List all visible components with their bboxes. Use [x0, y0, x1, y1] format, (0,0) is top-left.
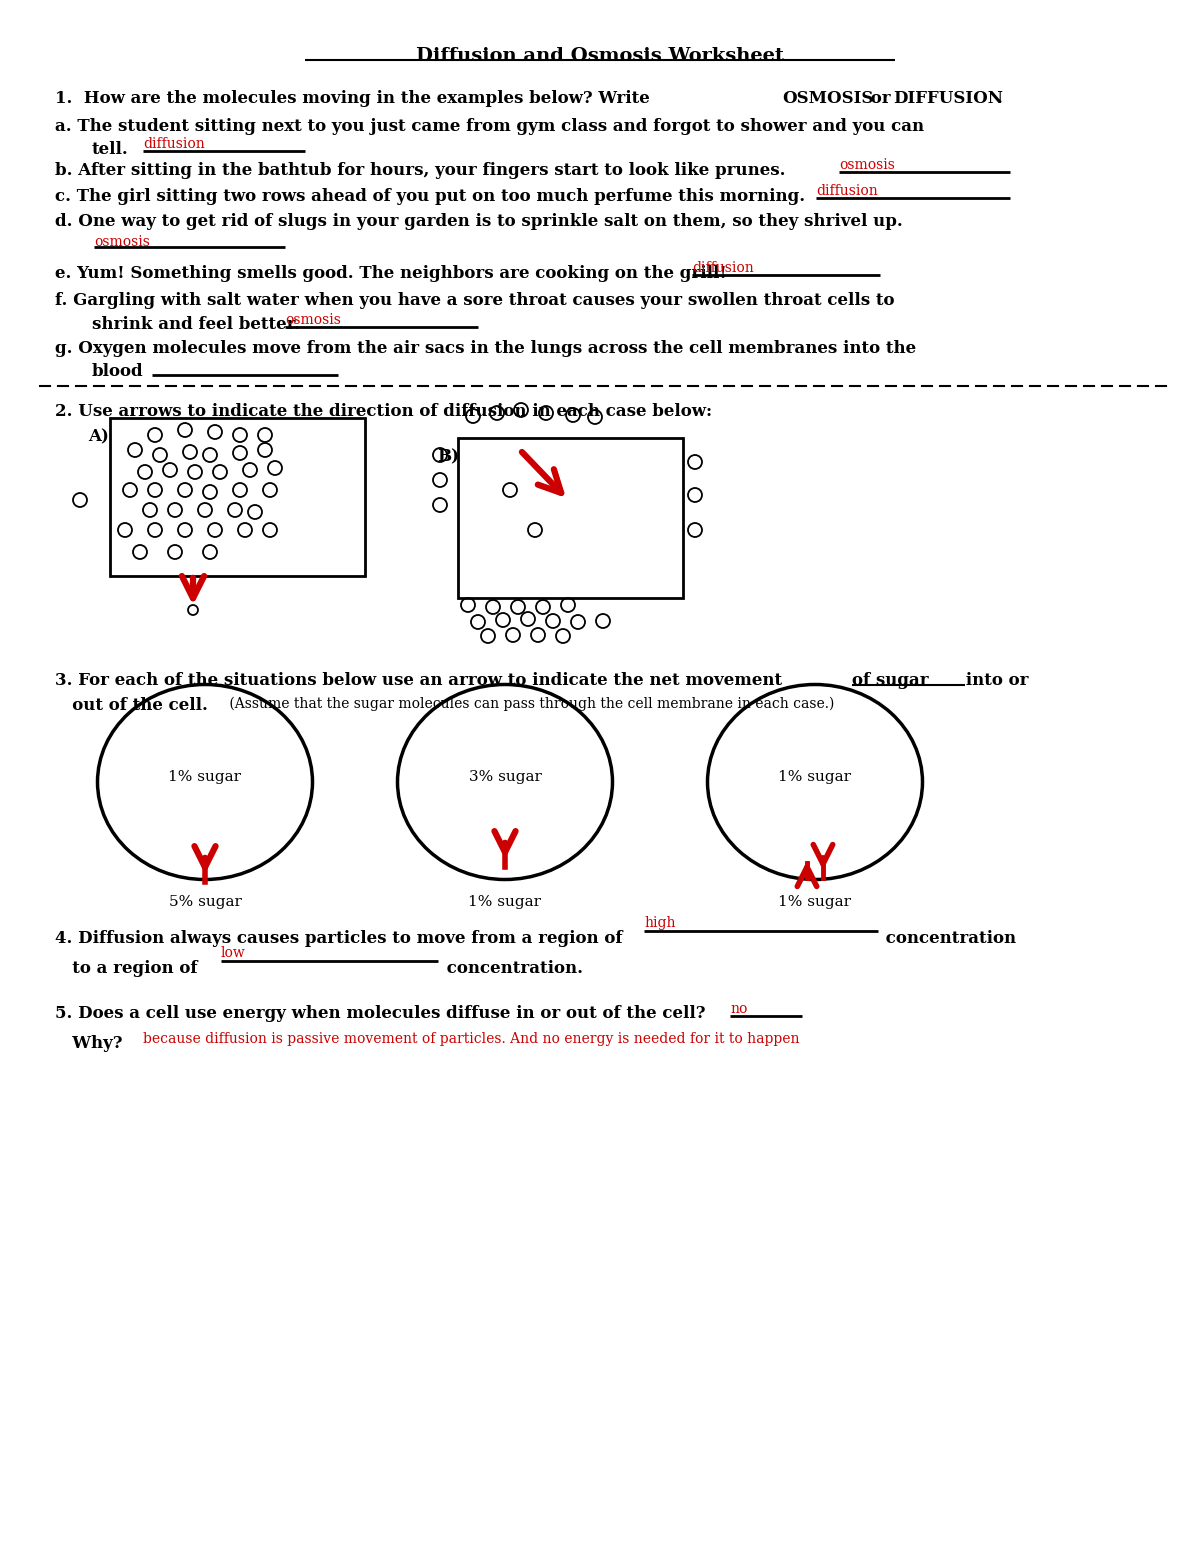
Text: shrink and feel better.: shrink and feel better. — [92, 315, 300, 332]
Ellipse shape — [708, 685, 923, 879]
Text: A): A) — [88, 429, 109, 446]
Ellipse shape — [97, 685, 312, 879]
Text: concentration.: concentration. — [442, 960, 583, 977]
Text: osmosis: osmosis — [94, 235, 150, 248]
Text: 2. Use arrows to indicate the direction of diffusion in each case below:: 2. Use arrows to indicate the direction … — [55, 402, 712, 419]
Text: 5. Does a cell use energy when molecules diffuse in or out of the cell?: 5. Does a cell use energy when molecules… — [55, 1005, 706, 1022]
Text: DIFFUSION: DIFFUSION — [893, 90, 1003, 107]
Text: e. Yum! Something smells good. The neighbors are cooking on the grill!: e. Yum! Something smells good. The neigh… — [55, 266, 727, 283]
Text: blood: blood — [92, 363, 144, 380]
Text: of sugar: of sugar — [852, 672, 929, 690]
Text: (Assume that the sugar molecules can pass through the cell membrane in each case: (Assume that the sugar molecules can pas… — [226, 697, 834, 711]
Text: diffusion: diffusion — [692, 261, 754, 275]
Text: into or: into or — [960, 672, 1028, 690]
Text: 1% sugar: 1% sugar — [468, 895, 541, 909]
Text: 1% sugar: 1% sugar — [168, 770, 241, 784]
Bar — [458, 438, 683, 598]
Text: tell.: tell. — [92, 141, 128, 158]
Text: diffusion: diffusion — [816, 183, 877, 197]
Text: 4. Diffusion always causes particles to move from a region of: 4. Diffusion always causes particles to … — [55, 930, 629, 947]
Text: B): B) — [437, 447, 458, 464]
Text: osmosis: osmosis — [286, 314, 341, 328]
Text: because diffusion is passive movement of particles. And no energy is needed for : because diffusion is passive movement of… — [143, 1033, 799, 1047]
Text: 3. For each of the situations below use an arrow to indicate the net movement: 3. For each of the situations below use … — [55, 672, 788, 690]
Text: c. The girl sitting two rows ahead of you put on too much perfume this morning.: c. The girl sitting two rows ahead of yo… — [55, 188, 805, 205]
Text: 1% sugar: 1% sugar — [779, 895, 852, 909]
Text: high: high — [644, 916, 676, 930]
Text: to a region of: to a region of — [55, 960, 203, 977]
Bar — [110, 418, 365, 576]
Text: d. One way to get rid of slugs in your garden is to sprinkle salt on them, so th: d. One way to get rid of slugs in your g… — [55, 213, 902, 230]
Text: .: . — [997, 90, 1003, 107]
Text: b. After sitting in the bathtub for hours, your fingers start to look like prune: b. After sitting in the bathtub for hour… — [55, 162, 786, 179]
Text: no: no — [730, 1002, 748, 1016]
Text: diffusion: diffusion — [143, 137, 205, 151]
Text: g. Oxygen molecules move from the air sacs in the lungs across the cell membrane: g. Oxygen molecules move from the air sa… — [55, 340, 916, 357]
Text: a. The student sitting next to you just came from gym class and forgot to shower: a. The student sitting next to you just … — [55, 118, 924, 135]
Text: or: or — [865, 90, 896, 107]
Text: low: low — [221, 946, 246, 960]
Text: 1% sugar: 1% sugar — [779, 770, 852, 784]
Text: osmosis: osmosis — [839, 158, 895, 172]
Text: 5% sugar: 5% sugar — [168, 895, 241, 909]
Text: 3% sugar: 3% sugar — [468, 770, 541, 784]
Text: f. Gargling with salt water when you have a sore throat causes your swollen thro: f. Gargling with salt water when you hav… — [55, 292, 894, 309]
Text: concentration: concentration — [880, 930, 1016, 947]
Ellipse shape — [397, 685, 612, 879]
Text: Why?: Why? — [55, 1034, 122, 1051]
Text: out of the cell.: out of the cell. — [55, 697, 208, 714]
Text: 1.  How are the molecules moving in the examples below? Write: 1. How are the molecules moving in the e… — [55, 90, 655, 107]
Text: OSMOSIS: OSMOSIS — [782, 90, 874, 107]
Text: Diffusion and Osmosis Worksheet: Diffusion and Osmosis Worksheet — [416, 47, 784, 65]
